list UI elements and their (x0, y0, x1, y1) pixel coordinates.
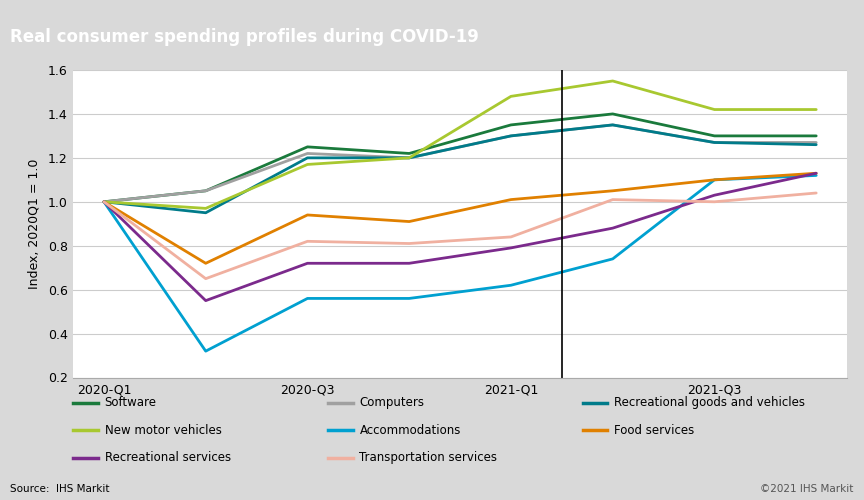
Text: Accommodations: Accommodations (359, 424, 461, 436)
Text: Recreational goods and vehicles: Recreational goods and vehicles (614, 396, 805, 409)
Text: Recreational services: Recreational services (105, 451, 231, 464)
Text: Transportation services: Transportation services (359, 451, 498, 464)
Text: Computers: Computers (359, 396, 424, 409)
Text: Source:  IHS Markit: Source: IHS Markit (10, 484, 110, 494)
Text: Real consumer spending profiles during COVID-19: Real consumer spending profiles during C… (10, 28, 480, 46)
Text: Food services: Food services (614, 424, 695, 436)
Text: Software: Software (105, 396, 156, 409)
Text: ©2021 IHS Markit: ©2021 IHS Markit (760, 484, 854, 494)
Y-axis label: Index, 2020Q1 = 1.0: Index, 2020Q1 = 1.0 (28, 158, 41, 289)
Text: New motor vehicles: New motor vehicles (105, 424, 221, 436)
